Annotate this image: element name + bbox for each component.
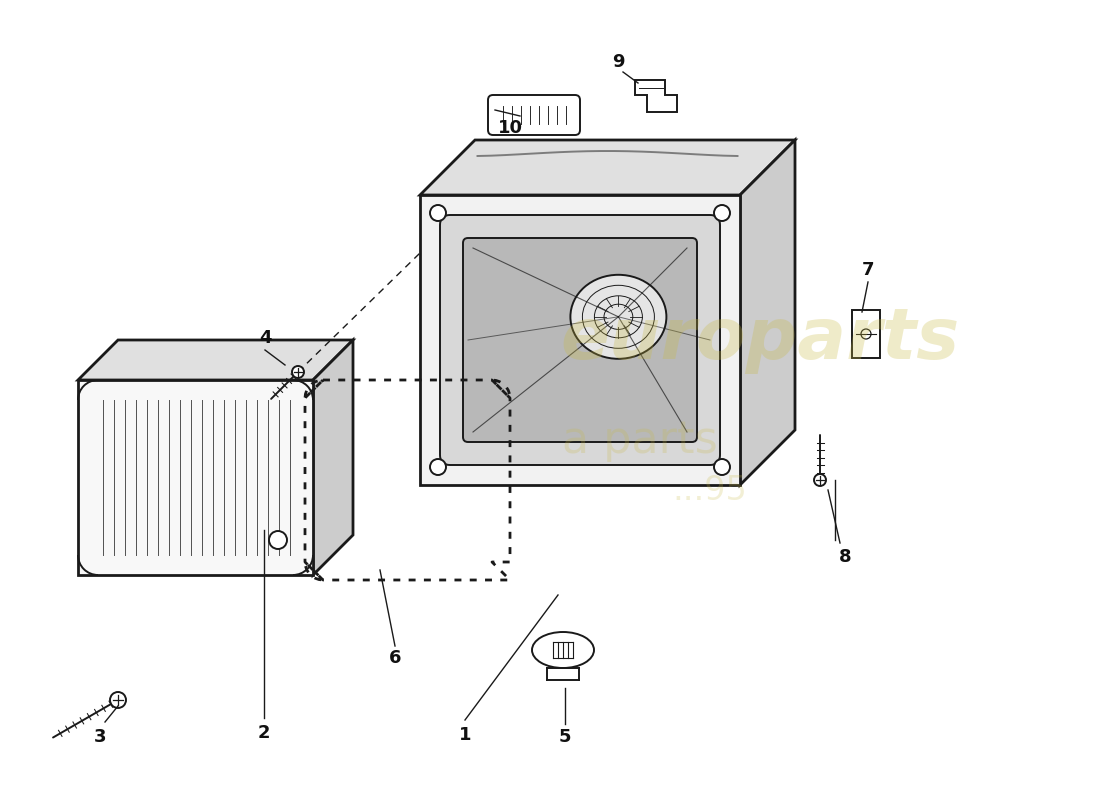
Polygon shape bbox=[420, 195, 740, 485]
Text: 1: 1 bbox=[459, 726, 471, 744]
FancyBboxPatch shape bbox=[463, 238, 697, 442]
Bar bbox=[852, 310, 880, 358]
Circle shape bbox=[814, 474, 826, 486]
FancyBboxPatch shape bbox=[488, 95, 580, 135]
Circle shape bbox=[292, 366, 304, 378]
Polygon shape bbox=[78, 380, 314, 575]
Polygon shape bbox=[635, 80, 676, 112]
Polygon shape bbox=[314, 340, 353, 575]
Circle shape bbox=[110, 692, 126, 708]
Text: 10: 10 bbox=[497, 119, 522, 137]
Text: 6: 6 bbox=[388, 649, 401, 667]
Text: 9: 9 bbox=[612, 53, 625, 71]
Circle shape bbox=[270, 531, 287, 549]
Polygon shape bbox=[740, 140, 795, 485]
Text: 8: 8 bbox=[838, 548, 851, 566]
Circle shape bbox=[714, 459, 730, 475]
Text: ...95: ...95 bbox=[672, 474, 747, 506]
Polygon shape bbox=[420, 140, 795, 195]
Polygon shape bbox=[78, 340, 353, 380]
FancyBboxPatch shape bbox=[440, 215, 720, 465]
Ellipse shape bbox=[571, 274, 667, 358]
Circle shape bbox=[430, 205, 446, 221]
Text: 7: 7 bbox=[861, 261, 875, 279]
Circle shape bbox=[714, 205, 730, 221]
Circle shape bbox=[430, 459, 446, 475]
Text: 3: 3 bbox=[94, 728, 107, 746]
Ellipse shape bbox=[532, 632, 594, 668]
Text: a parts: a parts bbox=[562, 418, 718, 462]
Text: 5: 5 bbox=[559, 728, 571, 746]
Text: 2: 2 bbox=[257, 724, 271, 742]
Text: 4: 4 bbox=[258, 329, 272, 347]
Text: europarts: europarts bbox=[560, 306, 959, 374]
